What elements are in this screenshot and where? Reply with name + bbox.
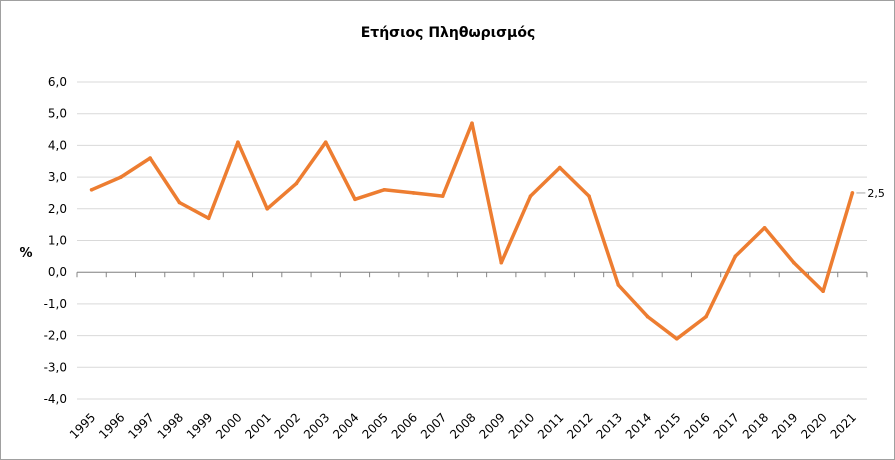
x-tick-label: 2014	[623, 410, 654, 441]
data-point	[704, 314, 708, 319]
series-line	[89, 121, 855, 341]
data-point	[821, 289, 825, 294]
x-tick-label: 1995	[67, 410, 98, 441]
y-axis-label: %	[19, 246, 32, 261]
x-tick-label: 2002	[272, 410, 303, 441]
chart-title: Ετήσιος Πληθωρισμός	[361, 25, 536, 41]
data-point	[528, 194, 533, 198]
data-point	[294, 181, 299, 186]
y-tick-label: 4,0	[48, 138, 67, 152]
data-point	[382, 187, 387, 192]
y-tick-label: -3,0	[44, 360, 67, 374]
x-tick-label: 2010	[506, 410, 537, 441]
data-point	[353, 197, 357, 202]
x-tick-label: 2013	[594, 410, 625, 441]
data-point	[323, 140, 328, 145]
y-tick-label: 3,0	[48, 170, 67, 184]
x-tick-label: 2001	[242, 410, 273, 441]
x-tick-label: 2008	[447, 410, 478, 441]
x-tick-label: 2009	[476, 410, 507, 441]
data-point	[645, 314, 650, 319]
x-tick-label: 2005	[359, 410, 390, 441]
y-tick-label: 5,0	[48, 107, 67, 121]
y-tick-label: 6,0	[48, 75, 67, 89]
data-point	[587, 194, 591, 198]
y-tick-label: 1,0	[48, 234, 67, 248]
x-tick-label: 2004	[330, 410, 361, 441]
y-tick-label: -1,0	[44, 297, 67, 311]
x-tick-label: 2011	[535, 410, 566, 441]
x-tick-label: 2021	[828, 410, 859, 441]
data-point	[119, 175, 123, 179]
x-tick-label: 2017	[711, 410, 742, 441]
x-tick-label: 2019	[769, 410, 800, 441]
data-point	[470, 121, 474, 126]
x-axis-ticks: 1995199619971998199920002001200220032004…	[67, 410, 859, 441]
x-tick-label: 1997	[125, 410, 156, 441]
data-point	[792, 260, 796, 265]
data-point	[557, 165, 562, 170]
data-point	[177, 200, 182, 205]
data-point	[265, 207, 269, 211]
data-point	[411, 191, 416, 195]
y-tick-label: 2,0	[48, 202, 67, 216]
data-point	[616, 283, 621, 287]
series-group	[89, 121, 855, 341]
data-point	[733, 254, 738, 259]
x-tick-label: 1998	[155, 410, 186, 441]
y-axis-ticks: -4,0 -3,0 -2,0 -1,0 0,0 1,0 2,0 3,0 4,0 5,0 6,0	[44, 75, 67, 406]
data-point	[148, 156, 152, 160]
x-tick-label: 2016	[681, 410, 712, 441]
data-point	[499, 260, 504, 265]
data-point	[206, 216, 211, 221]
y-tick-label: -2,0	[44, 329, 67, 343]
data-point	[762, 226, 767, 230]
x-tick-label: 2012	[564, 410, 595, 441]
x-tick-label: 2007	[418, 410, 449, 441]
x-tick-label: 1999	[184, 410, 215, 441]
x-tick-label: 2015	[652, 410, 683, 441]
x-tick-label: 2018	[740, 410, 771, 441]
x-tick-label: 2006	[389, 410, 420, 441]
x-tick-label: 2000	[213, 410, 244, 441]
data-point	[236, 140, 240, 145]
x-tick-label: 2020	[798, 410, 829, 441]
y-tick-label: 0,0	[48, 265, 67, 279]
data-point	[89, 187, 94, 192]
y-tick-label: -4,0	[44, 392, 67, 406]
data-point	[675, 336, 679, 341]
x-tick-label: 2003	[301, 410, 332, 441]
data-point	[440, 194, 445, 198]
data-point	[850, 191, 855, 195]
data-label: 2,5	[867, 187, 885, 200]
x-tick-label: 1996	[96, 410, 127, 441]
x-axis	[76, 271, 868, 278]
data-labels: 2,5	[856, 187, 885, 200]
